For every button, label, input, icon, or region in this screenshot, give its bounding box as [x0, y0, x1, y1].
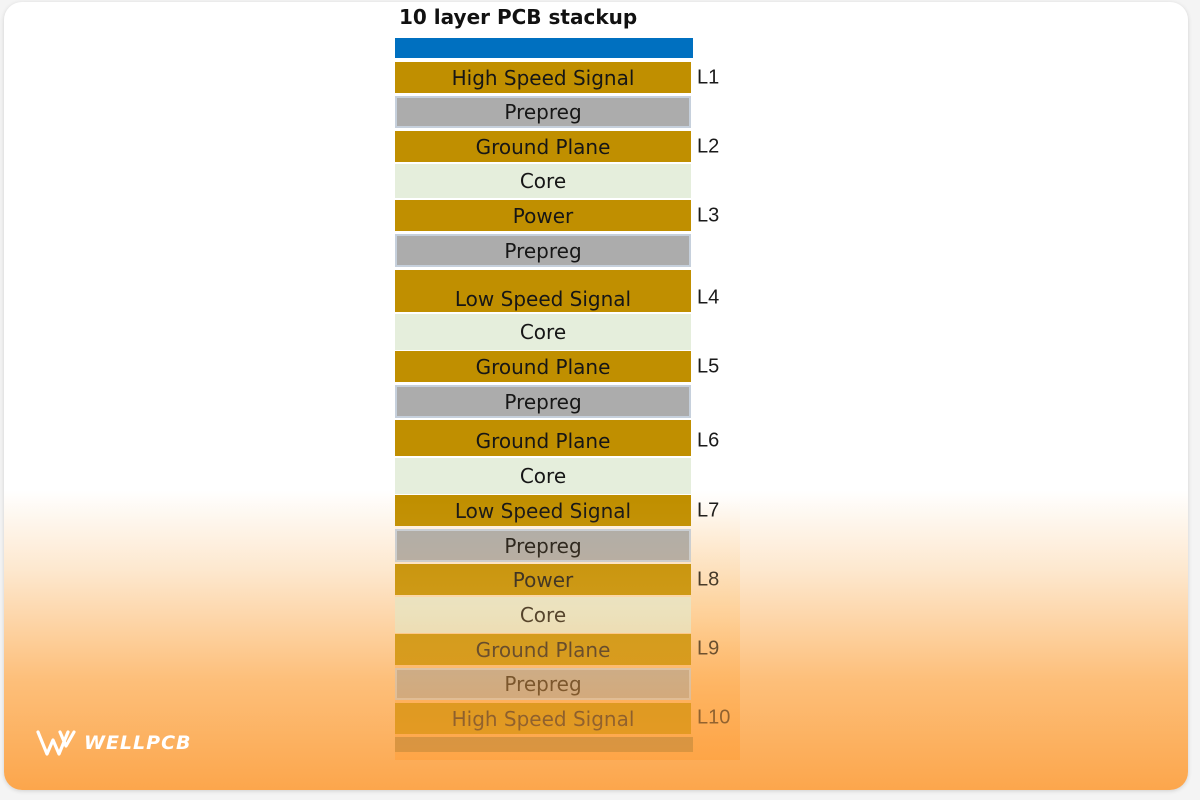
layer-prepreg-1: Prepreg	[395, 96, 691, 128]
layer-label-l1: L1	[697, 66, 720, 89]
layer-prepreg-4: Prepreg	[395, 529, 691, 562]
layer-core-3: Core	[395, 458, 691, 494]
layer-label-l7: L7	[697, 499, 720, 522]
wellpcb-logo-text: WELLPCB	[84, 732, 192, 754]
wellpcb-logo-icon	[36, 730, 76, 756]
layer-ground-plane-1: Ground Plane	[395, 131, 691, 162]
layer-label-l6: L6	[697, 429, 720, 452]
layer-label-l5: L5	[697, 355, 720, 378]
layer-high-speed-signal-top: High Speed Signal	[395, 62, 691, 93]
layer-prepreg-2: Prepreg	[395, 234, 691, 267]
layer-low-speed-signal-1: Low Speed Signal	[395, 270, 691, 312]
layer-prepreg-5: Prepreg	[395, 668, 691, 700]
layer-core-4: Core	[395, 597, 691, 633]
layer-label-l10: L10	[697, 706, 731, 729]
wellpcb-logo: WELLPCB	[36, 728, 192, 758]
top-cap-layer	[395, 38, 693, 58]
layer-low-speed-signal-2: Low Speed Signal	[395, 495, 691, 526]
layer-power-1: Power	[395, 200, 691, 231]
layer-prepreg-3: Prepreg	[395, 385, 691, 418]
layer-ground-plane-4: Ground Plane	[395, 634, 691, 665]
bottom-cap-layer	[395, 737, 693, 752]
layer-core-1: Core	[395, 164, 691, 198]
layer-label-l9: L9	[697, 637, 720, 660]
layer-ground-plane-2: Ground Plane	[395, 351, 691, 382]
layer-power-2: Power	[395, 564, 691, 595]
layer-label-l2: L2	[697, 135, 720, 158]
layer-core-2: Core	[395, 314, 691, 350]
layer-label-l8: L8	[697, 568, 720, 591]
stackup: High Speed Signal Prepreg Ground Plane C…	[395, 38, 693, 752]
layer-high-speed-signal-bottom: High Speed Signal	[395, 703, 691, 734]
layer-ground-plane-3: Ground Plane	[395, 420, 691, 456]
layer-label-l3: L3	[697, 204, 720, 227]
diagram-title: 10 layer PCB stackup	[399, 5, 638, 29]
layer-label-l4: L4	[697, 286, 720, 309]
